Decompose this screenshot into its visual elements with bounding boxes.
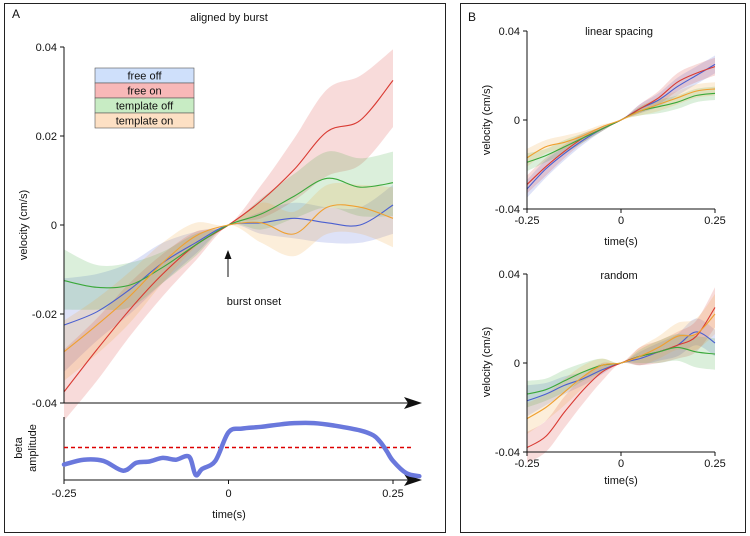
main-x-tick-label: -0.25 xyxy=(51,488,76,500)
main-y-tick-label: -0.04 xyxy=(32,398,57,410)
random-y-tick-label: 0 xyxy=(514,358,520,370)
main-x-label: time(s) xyxy=(212,509,246,521)
legend-label-template-off: template off xyxy=(116,101,174,113)
main-y-tick-label: 0.04 xyxy=(36,42,57,54)
main-x-axis-arrow xyxy=(404,397,422,409)
linear-confidence-bands xyxy=(527,55,715,198)
legend-label-free-on: free on xyxy=(127,86,161,98)
linear-series-lines xyxy=(526,63,716,190)
main-x-ticks: -0.25 0 0.25 xyxy=(51,480,404,500)
linear-band-template-off xyxy=(527,86,715,172)
linear-x-ticks: -0.25 0 0.25 xyxy=(514,209,726,227)
legend-label-template-on: template on xyxy=(116,116,173,128)
linear-x-label: time(s) xyxy=(604,236,638,248)
burst-onset-arrow-head xyxy=(224,250,232,259)
linear-y-ticks: 0.04 0 -0.04 xyxy=(495,26,527,216)
beta-amplitude-line xyxy=(61,420,422,479)
linear-x-tick-label: 0 xyxy=(618,215,624,227)
random-title: random xyxy=(600,270,637,282)
beta-y-label-1: beta xyxy=(13,436,25,458)
panel-a-frame xyxy=(4,3,446,533)
main-y-tick-label: 0 xyxy=(51,220,57,232)
random-x-tick-label: 0.25 xyxy=(704,458,725,470)
legend: free off free on template off template o… xyxy=(94,67,195,129)
random-series-lines xyxy=(526,307,716,449)
main-band-template-off xyxy=(64,151,393,310)
main-y-label: velocity (cm/s) xyxy=(18,190,30,260)
linear-x-tick-label: 0.25 xyxy=(704,215,725,227)
main-title: aligned by burst xyxy=(190,12,268,24)
random-line-template-on xyxy=(526,313,716,420)
linear-y-tick-label: 0.04 xyxy=(499,26,520,38)
main-y-tick-label: 0.02 xyxy=(36,131,57,143)
panel-b-label: B xyxy=(468,10,476,24)
main-y-tick-label: -0.02 xyxy=(32,309,57,321)
main-y-ticks: 0.04 0.02 0 -0.02 -0.04 xyxy=(32,42,64,410)
panel-b-frame xyxy=(460,3,746,533)
linear-band-template-on xyxy=(527,82,715,167)
burst-onset-label: burst onset xyxy=(227,296,281,308)
main-x-tick-label: 0 xyxy=(225,488,231,500)
random-x-tick-label: -0.25 xyxy=(514,458,539,470)
random-y-tick-label: 0.04 xyxy=(499,269,520,281)
main-x-tick-label: 0.25 xyxy=(382,488,403,500)
linear-y-tick-label: -0.04 xyxy=(495,204,520,216)
random-y-tick-label: -0.04 xyxy=(495,447,520,459)
linear-y-tick-label: 0 xyxy=(514,115,520,127)
linear-line-template-on xyxy=(526,88,716,159)
main-series-lines xyxy=(63,80,394,393)
burst-onset-annotation: burst onset xyxy=(224,250,281,308)
random-x-tick-label: 0 xyxy=(618,458,624,470)
panel-a-label: A xyxy=(12,7,20,21)
main-band-free-on xyxy=(64,49,393,421)
main-line-template-on xyxy=(63,204,394,353)
linear-band-free-on xyxy=(527,57,715,194)
legend-swatch-template-on xyxy=(94,112,195,129)
random-band-template-off xyxy=(527,333,715,408)
beta-x-axis-arrow xyxy=(404,474,422,486)
random-y-ticks: 0.04 0 -0.04 xyxy=(495,269,527,459)
random-band-free-on xyxy=(527,287,715,464)
random-y-label: velocity (cm/s) xyxy=(481,327,493,397)
main-band-template-on xyxy=(64,182,393,381)
main-confidence-bands xyxy=(64,49,393,421)
beta-y-label-2: amplitude xyxy=(27,424,39,472)
random-confidence-bands xyxy=(527,287,715,464)
linear-title: linear spacing xyxy=(585,26,653,38)
random-x-ticks: -0.25 0 0.25 xyxy=(514,452,726,470)
random-x-label: time(s) xyxy=(604,475,638,487)
random-band-free-off xyxy=(527,318,715,417)
legend-label-free-off: free off xyxy=(127,71,162,83)
linear-y-label: velocity (cm/s) xyxy=(481,85,493,155)
linear-x-tick-label: -0.25 xyxy=(514,215,539,227)
linear-band-free-off xyxy=(527,55,715,198)
random-band-template-on xyxy=(527,294,715,435)
main-band-free-off xyxy=(64,184,393,372)
